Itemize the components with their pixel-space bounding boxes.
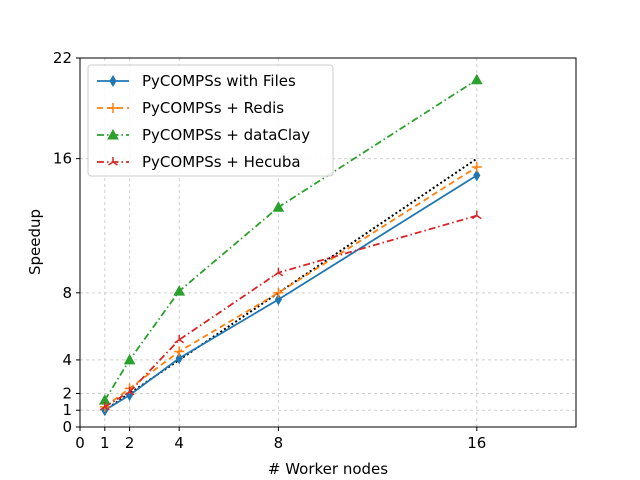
y-axis-label: Speedup (26, 209, 44, 275)
y-tick-label: 16 (53, 150, 72, 168)
data-point (175, 352, 183, 365)
marker-stroke (129, 391, 135, 396)
data-point (108, 103, 118, 113)
plot-frame (79, 57, 577, 428)
x-tick-label: 8 (274, 434, 284, 452)
marker-stroke (99, 406, 106, 411)
x-tick-label: 0 (75, 434, 85, 452)
y-tick-label: 2 (62, 384, 72, 402)
ideal-line (104, 157, 478, 412)
series-4 (99, 210, 482, 411)
legend-entry: PyCOMPSs + Hecuba (97, 153, 301, 171)
data-point (273, 287, 284, 298)
data-point (272, 201, 285, 212)
y-tick-label: 1 (62, 401, 72, 419)
x-axis-ticks: 0 1 2 4 8 16 (75, 427, 486, 452)
marker-stroke (471, 215, 478, 220)
legend: PyCOMPSs with Files PyCOMPSs + Redis PyCOM… (87, 64, 334, 177)
x-tick-label: 16 (467, 434, 486, 452)
data-point (108, 157, 118, 166)
x-tick-label: 2 (125, 434, 135, 452)
y-tick-label: 4 (62, 351, 72, 369)
data-point (124, 386, 135, 396)
legend-entry: PyCOMPSs with Files (97, 72, 296, 90)
y-tick-label: 22 (53, 49, 72, 67)
data-point (174, 346, 185, 357)
series-lines (98, 73, 483, 417)
data-point (471, 210, 482, 220)
legend-label: PyCOMPSs with Files (142, 72, 296, 90)
data-point (471, 162, 482, 173)
legend-box (87, 64, 334, 177)
legend-entry: PyCOMPSs + dataClay (97, 126, 310, 144)
x-tick-label: 1 (100, 434, 110, 452)
data-point (99, 401, 110, 411)
x-tick-label: 4 (174, 434, 184, 452)
marker-stroke (273, 272, 279, 277)
data-point (123, 353, 136, 365)
data-point (174, 334, 185, 344)
marker-stroke (124, 391, 131, 396)
legend-entry: PyCOMPSs + Redis (97, 99, 284, 117)
series-3 (98, 73, 483, 405)
x-axis-label: # Worker nodes (268, 460, 388, 478)
data-point (107, 128, 119, 140)
legend-entries: PyCOMPSs with Files PyCOMPSs + Redis PyCOM… (97, 72, 310, 171)
data-point (473, 169, 481, 182)
marker-stroke (476, 215, 482, 220)
marker-stroke (178, 339, 185, 344)
marker-stroke (112, 161, 118, 166)
data-point (109, 75, 117, 87)
y-tick-label: 8 (62, 284, 72, 302)
marker-stroke (174, 339, 180, 344)
legend-label: PyCOMPSs + Hecuba (142, 153, 301, 171)
marker-stroke (108, 161, 114, 166)
series-line (104, 214, 478, 408)
ideal-speedup-line (104, 157, 478, 412)
marker-stroke (277, 272, 284, 277)
data-point (173, 285, 186, 296)
marker-stroke (104, 406, 110, 411)
data-point (274, 293, 282, 306)
legend-label: PyCOMPSs + dataClay (142, 126, 310, 144)
y-tick-label: 0 (62, 418, 72, 436)
y-axis-ticks: 012 4 8 16 22 (53, 49, 80, 436)
legend-label: PyCOMPSs + Redis (142, 99, 284, 117)
data-point (273, 267, 284, 277)
data-point (470, 73, 483, 85)
